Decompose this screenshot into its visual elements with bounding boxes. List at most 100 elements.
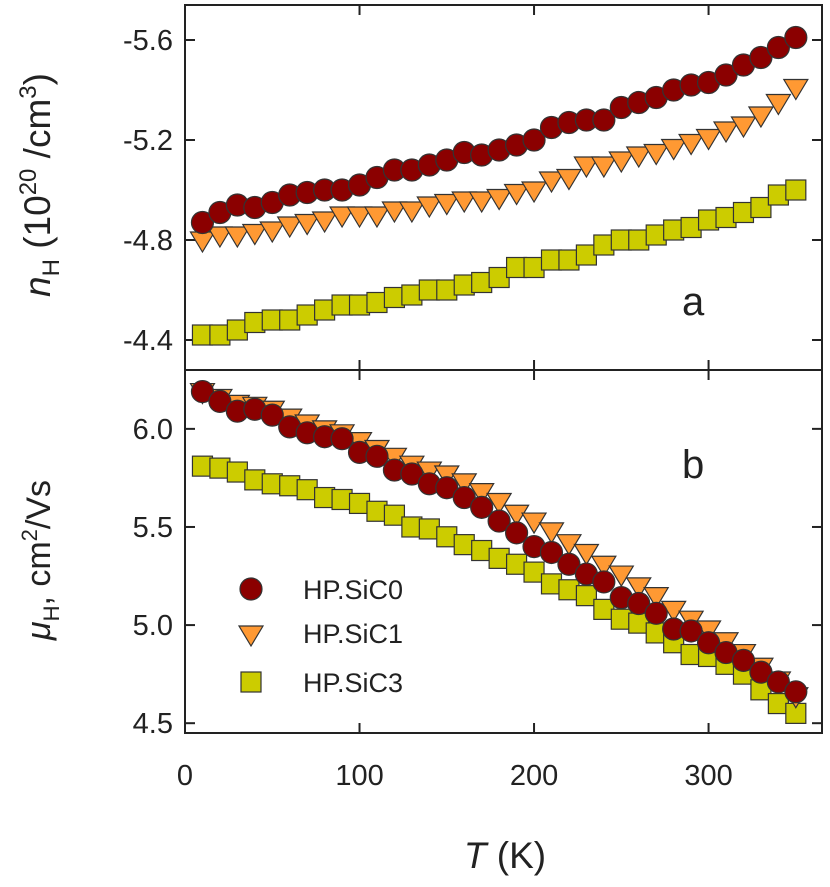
- marker-a-hpsic1-20: [538, 171, 565, 194]
- marker-a-hpsic1-5: [276, 216, 303, 239]
- marker-a-hpsic1-32: [747, 106, 774, 129]
- marker-b-hpsic1-14: [433, 465, 460, 488]
- marker-a-hpsic1-6: [294, 213, 321, 236]
- marker-a-hpsic1-31: [730, 116, 757, 139]
- marker-a-hpsic1-9: [346, 206, 373, 229]
- xlabel-symbol: T: [464, 835, 489, 876]
- marker-a-hpsic0-34: [784, 25, 808, 50]
- legend-entry-sic1: HP.SiC1: [237, 619, 403, 649]
- panel-b-letter: b: [682, 443, 704, 487]
- legend-label-sic1: HP.SiC1: [303, 619, 403, 649]
- panel-b-frame: [184, 369, 823, 734]
- marker-b-hpsic0-0: [190, 379, 215, 404]
- marker-a-hpsic1-26: [643, 143, 670, 166]
- y-tick-label-b-2: 5.5: [133, 512, 173, 544]
- marker-b-hpsic0-29: [696, 631, 721, 655]
- marker-b-hpsic0-26: [644, 601, 668, 625]
- y-tick-label-a-3: -4.4: [123, 325, 173, 357]
- marker-a-hpsic1-11: [381, 201, 408, 224]
- marker-b-hpsic0-4: [260, 403, 284, 427]
- y-tick-label-b-1: 5.0: [133, 610, 173, 642]
- legend-entry-sic3: HP.SiC3: [240, 668, 403, 698]
- marker-a-hpsic0-19: [522, 128, 546, 152]
- marker-a-hpsic1-14: [433, 193, 460, 216]
- marker-a-hpsic1-0: [189, 231, 216, 254]
- marker-a-hpsic1-16: [468, 191, 495, 214]
- marker-a-hpsic1-15: [451, 191, 478, 214]
- marker-a-hpsic1-8: [329, 206, 356, 229]
- marker-a-hpsic0-23: [592, 108, 616, 132]
- marker-a-hpsic1-21: [555, 168, 583, 191]
- y-tick-label-b-0: 4.5: [133, 708, 173, 740]
- marker-b-hpsic0-25: [627, 591, 651, 616]
- legend-entry-sic0: HP.SiC0: [239, 575, 403, 605]
- marker-a-hpsic1-27: [660, 138, 687, 161]
- marker-b-hpsic3-11: [383, 504, 406, 526]
- marker-b-hpsic0-12: [400, 462, 424, 486]
- legend-label-sic0: HP.SiC0: [303, 575, 403, 605]
- marker-b-hpsic1-20: [538, 522, 565, 545]
- marker-a-hpsic1-13: [416, 196, 443, 219]
- marker-a-hpsic1-34: [782, 78, 809, 101]
- panel-a-ylabel: nH (1020 /cm3): [15, 73, 65, 297]
- marker-b-hpsic0-32: [749, 660, 773, 684]
- x-tick-label-1: 100: [335, 760, 383, 792]
- marker-b-hpsic1-24: [608, 565, 635, 588]
- marker-b-hpsic0-31: [731, 648, 756, 673]
- panel-b-markers: [189, 379, 809, 724]
- marker-b-hpsic1-22: [573, 543, 600, 566]
- marker-b-hpsic1-11: [381, 447, 408, 470]
- marker-b-hpsic0-23: [592, 570, 616, 594]
- marker-a-hpsic1-12: [398, 201, 425, 224]
- marker-a-hpsic0-33: [766, 35, 790, 60]
- marker-b-hpsic0-14: [435, 476, 459, 500]
- marker-b-hpsic0-18: [504, 521, 529, 545]
- marker-b-hpsic1-17: [486, 492, 513, 515]
- ylabel-a-rest: (10: [17, 195, 58, 259]
- y-tick-label-a-2: -4.8: [123, 225, 173, 257]
- marker-a-hpsic1-3: [241, 223, 268, 246]
- marker-a-hpsic1-7: [311, 211, 338, 234]
- marker-a-hpsic0-32: [749, 45, 773, 70]
- marker-b-hpsic0-1: [208, 389, 232, 413]
- x-axis-ticks: 0 100 200 300: [177, 760, 733, 792]
- marker-a-hpsic3-34: [785, 179, 807, 201]
- marker-a-hpsic1-25: [625, 146, 652, 169]
- x-tick-label-2: 200: [510, 760, 558, 792]
- marker-a-hpsic1-22: [573, 156, 600, 179]
- ylabel-a-sup2: 3: [15, 85, 42, 98]
- marker-b-hpsic1-18: [503, 504, 530, 527]
- panel-b-ylabel: μH, cm2/Vs: [17, 480, 64, 641]
- marker-a-hpsic1-30: [712, 121, 740, 144]
- marker-a-hpsic1-1: [206, 226, 233, 249]
- xlabel-rest: (K): [487, 835, 547, 876]
- ylabel-a-close: ): [17, 73, 58, 85]
- legend-marker-sic3: [240, 671, 262, 693]
- marker-b-hpsic1-26: [643, 587, 670, 609]
- marker-a-hpsic1-33: [765, 93, 792, 116]
- x-tick-label-3: 300: [684, 760, 732, 792]
- marker-a-hpsic1-28: [678, 133, 705, 156]
- marker-b-hpsic3-19: [523, 561, 545, 583]
- marker-b-hpsic0-17: [487, 509, 511, 533]
- x-tick-label-0: 0: [177, 760, 193, 792]
- legend-marker-sic0: [239, 577, 263, 601]
- marker-a-hpsic1-24: [608, 151, 635, 174]
- marker-a-hpsic1-4: [259, 221, 286, 244]
- marker-b-hpsic0-34: [784, 680, 808, 704]
- marker-a-hpsic1-10: [363, 206, 391, 229]
- ylabel-b-rest: , cm: [20, 541, 58, 605]
- marker-a-hpsic1-17: [486, 188, 513, 211]
- panel-a-letter: a: [682, 280, 705, 324]
- y-tick-label-b-3: 6.0: [133, 414, 173, 446]
- marker-a-hpsic0-30: [714, 63, 738, 87]
- x-axis-label: T (K): [464, 835, 546, 876]
- marker-b-hpsic0-8: [330, 427, 354, 451]
- ylabel-a-sub: H: [38, 259, 65, 276]
- ylabel-b-symbol: μ: [20, 621, 58, 641]
- marker-b-hpsic0-33: [766, 670, 790, 694]
- ylabel-b-sub: H: [39, 606, 64, 622]
- panel-b-ticks: 4.5 5.0 5.5 6.0: [133, 370, 822, 740]
- y-tick-label-a-1: -5.2: [123, 125, 173, 157]
